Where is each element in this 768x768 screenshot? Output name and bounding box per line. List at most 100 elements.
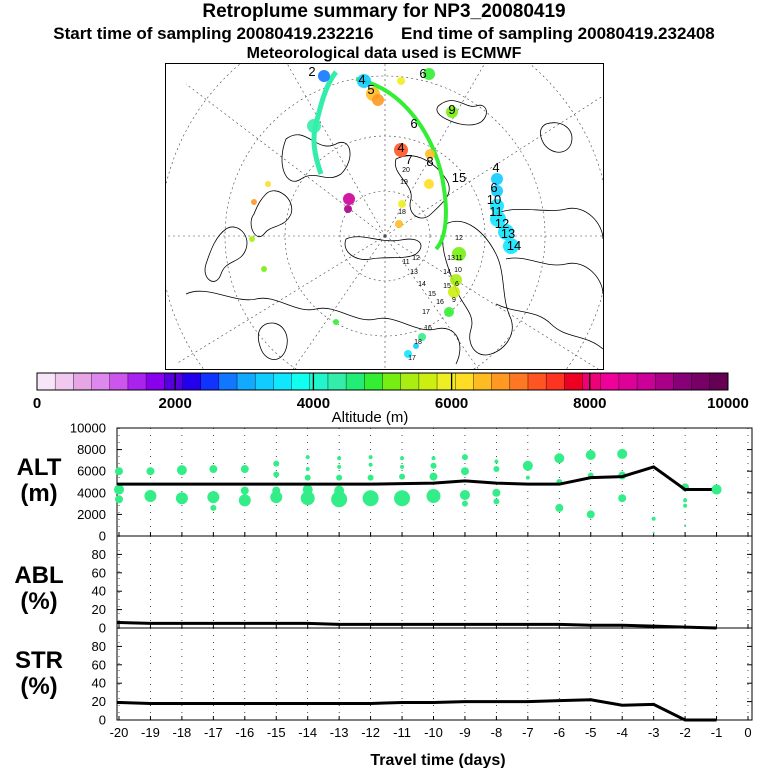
y-tick-label: 8000 [77,442,106,457]
colorbar-cell [73,373,93,390]
altitude-cluster-point [273,471,280,478]
colorbar-cell [709,373,729,390]
altitude-cluster-point [618,494,627,503]
colorbar-xlabel: Altitude (m) [332,409,409,426]
map-time-label: 4 [358,72,365,87]
altitude-cluster-point [394,490,411,507]
x-tick-label: -20 [110,725,129,740]
altitude-cluster-point [494,459,499,464]
y-tick-label: 0 [99,621,106,636]
colorbar-cell [382,373,402,390]
colorbar-cell [55,373,74,390]
plume-blob [394,143,408,157]
x-tick-label: -6 [554,725,566,740]
map-time-label: 16 [424,325,432,332]
start-time-label: Start time of sampling 20080419.232216 [53,24,374,43]
colorbar-cell [618,373,638,390]
altitude-cluster-point [684,524,687,527]
colorbar-tick-label: 4000 [297,395,330,412]
map-time-label: 6 [410,116,417,131]
x-tick-label: -14 [298,725,317,740]
altitude-cluster-point [331,491,348,508]
altitude-cluster-point [459,489,470,500]
map-time-label: 11 [489,204,503,219]
meridian [292,235,386,369]
colorbar-cell [400,373,420,390]
coastline-arctic-islands [344,236,422,260]
altitude-cluster-point [336,474,343,481]
plume-blob [251,199,257,205]
plume-blob [404,350,412,358]
alt-panel: 10000 8000 6000 4000 2000 0 [70,421,753,544]
map-time-label: 12 [455,235,463,242]
y-tick-label: 40 [92,584,106,599]
colorbar-cell [600,373,620,390]
altitude-cluster-point [460,467,469,476]
x-tick-label: -10 [424,725,443,740]
altitude-cluster-point [586,510,595,519]
altitude-cluster-point [272,486,281,495]
map-time-label: 9 [452,297,456,304]
map-time-label: 4 [397,140,404,155]
colorbar-tick-label: 6000 [435,395,468,412]
map-time-label: 17 [422,309,430,316]
plume-blob [344,205,352,213]
plume-blob [450,274,462,286]
coastline-iceland [436,100,487,126]
colorbar-ticks: 0 2000 4000 6000 8000 10000 [33,373,749,412]
map-time-label: 14 [443,269,451,276]
colorbar-cell [346,373,365,390]
map-time-label: 16 [436,299,444,306]
map-time-label: 14 [418,281,426,288]
alt-panel-label: ALT (m) [3,455,75,507]
str-label-line1: STR [15,647,63,674]
y-tick-label: 20 [92,602,106,617]
altitude-cluster-point [426,489,441,504]
colorbar-cell [364,373,383,390]
altitude-cluster-point [209,465,218,474]
map-time-label: 10 [487,192,501,207]
colorbar-cell [273,373,293,390]
colorbar-cell [546,373,565,390]
x-tick-label: -7 [522,725,534,740]
altitude-cluster-point [652,531,655,534]
plume-blob [452,247,466,261]
colorbar-cell [582,373,602,390]
map-time-label: 12 [495,216,509,231]
colorbar-cell [309,373,329,390]
colorbar-cell [91,373,111,390]
plume-blob [333,319,339,325]
plume-blob [397,77,405,85]
colorbar-cell [218,373,238,390]
fraction-line [117,620,717,630]
colorbar-cell [655,373,674,390]
map-time-label: 15 [428,291,436,298]
plume-blob [444,307,454,317]
plume-blob [503,238,519,254]
abl-panel-label: ABL (%) [3,563,75,615]
colorbar-cell [637,373,656,390]
altitude-cluster-point [304,474,311,481]
colorbar-cell [509,373,529,390]
altitude-cluster-point [651,516,656,521]
altitude-cluster-point [337,464,342,469]
x-tick-label: -13 [330,725,349,740]
x-tick-label: -5 [585,725,597,740]
map-time-label: 20 [402,167,410,174]
altitude-cluster-point [461,454,468,461]
altitude-cluster-point [238,494,251,507]
map-time-label: 5 [367,82,374,97]
y-tick-label: 6000 [77,464,106,479]
plume-blob [395,220,403,228]
colorbar-cell [164,373,183,390]
altitude-cluster-point [683,498,688,503]
y-tick-label: 0 [99,713,106,728]
altitude-cluster-point [115,495,123,504]
altitude-cluster-point [144,490,157,503]
coastline-eurasia [495,207,603,295]
meridian [287,64,386,237]
plume-blob [261,266,267,272]
